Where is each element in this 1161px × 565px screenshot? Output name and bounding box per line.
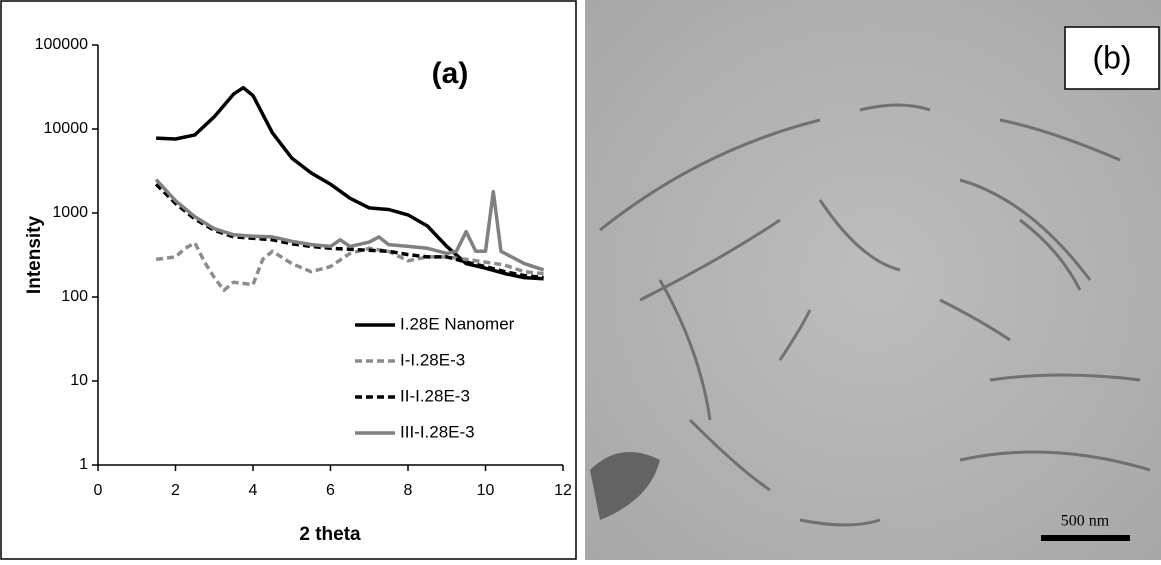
- scale-bar-label: 500 nm: [1061, 513, 1110, 530]
- y-axis-label: Intensity: [24, 216, 45, 295]
- x-tick-label: 8: [404, 482, 413, 499]
- label-box: [1064, 26, 1160, 90]
- y-tick-label: 100000: [35, 36, 88, 53]
- x-tick-label: 10: [477, 482, 495, 499]
- legend-label: I.28E Nanomer: [400, 314, 515, 333]
- panel-frame: [0, 0, 577, 560]
- series-line: [154, 178, 545, 272]
- x-tick-label: 4: [249, 482, 258, 499]
- legend-label: III-I.28E-3: [400, 422, 475, 441]
- legend-label: I-I.28E-3: [400, 350, 465, 369]
- legend-label: II-I.28E-3: [400, 386, 470, 405]
- panel-label: (b): [1092, 39, 1131, 75]
- panel-label: (a): [432, 57, 469, 90]
- x-axis-label: 2 theta: [299, 524, 361, 545]
- y-tick-label: 100: [61, 288, 88, 305]
- series-line: [156, 85, 544, 281]
- x-tick-label: 0: [94, 482, 103, 499]
- image-panel: (b) 500 nm: [585, 0, 1161, 560]
- y-tick-label: 10000: [44, 120, 89, 137]
- platelets: [599, 103, 1151, 527]
- series-line: [155, 241, 544, 293]
- x-tick-label: 2: [171, 482, 180, 499]
- y-tick-label: 1: [79, 456, 88, 473]
- dark-region: [590, 452, 660, 520]
- y-tick-label: 10: [70, 372, 88, 389]
- x-tick-label: 6: [326, 482, 335, 499]
- x-tick-label: 12: [554, 482, 572, 499]
- y-tick-label: 1000: [52, 204, 88, 221]
